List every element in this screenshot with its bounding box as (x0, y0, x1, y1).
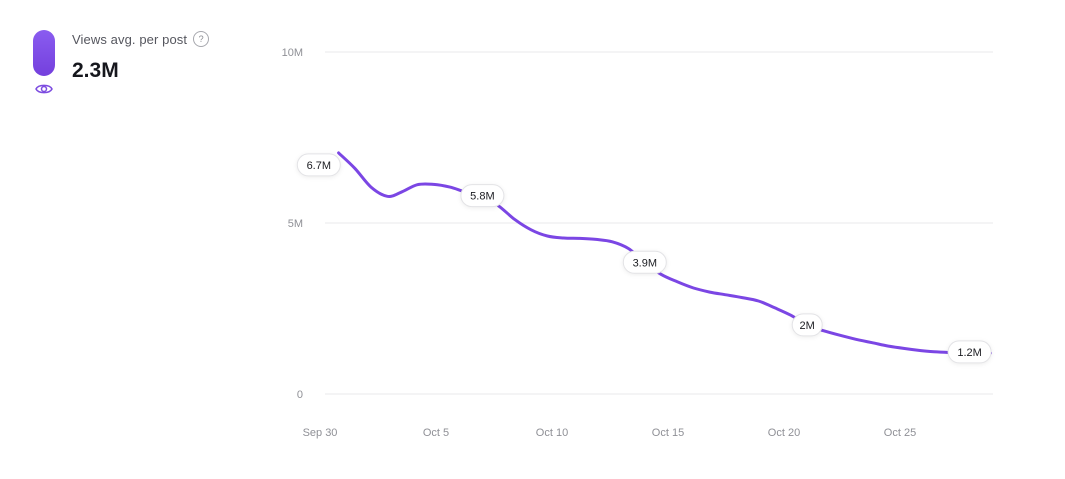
eye-icon (35, 82, 55, 101)
x-tick-oct20: Oct 20 (768, 427, 800, 439)
y-tick-5m: 5M (288, 218, 303, 230)
metric-title: Views avg. per post (72, 31, 188, 47)
metric-capsule-icon (33, 30, 55, 76)
data-label-pill: 1.2M (947, 340, 992, 364)
y-tick-10m: 10M (282, 47, 303, 59)
x-tick-oct25: Oct 25 (884, 427, 916, 439)
x-axis-labels: Sep 30 Oct 5 Oct 10 Oct 15 Oct 20 Oct 25 (303, 427, 917, 439)
data-label-pill: 2M (791, 313, 823, 337)
help-icon[interactable]: ? (193, 31, 210, 47)
data-label-pill: 5.8M (460, 184, 505, 208)
gridlines (325, 51, 993, 395)
y-axis-labels: 10M 5M 0 (282, 47, 303, 401)
data-label-pill: 3.9M (622, 250, 667, 274)
x-tick-sep30: Sep 30 (303, 427, 338, 439)
data-label-pill: 6.7M (296, 153, 341, 177)
metric-value: 2.3M (72, 59, 119, 82)
views-series-line (337, 151, 992, 355)
x-tick-oct5: Oct 5 (423, 427, 449, 439)
data-label-text: 1.2M (957, 347, 981, 359)
y-tick-0: 0 (297, 389, 303, 401)
data-labels-layer: 6.7M 5.8M 3.9M 2M 1.2M (296, 153, 992, 364)
x-tick-oct10: Oct 10 (536, 427, 568, 439)
series-layer (337, 151, 992, 355)
data-label-text: 3.9M (633, 257, 657, 269)
data-label-text: 2M (800, 320, 815, 332)
x-tick-oct15: Oct 15 (652, 427, 684, 439)
metric-card-views-avg: Views avg. per post ? 2.3M (33, 30, 210, 101)
data-label-text: 6.7M (307, 160, 331, 172)
data-label-text: 5.8M (470, 191, 494, 203)
